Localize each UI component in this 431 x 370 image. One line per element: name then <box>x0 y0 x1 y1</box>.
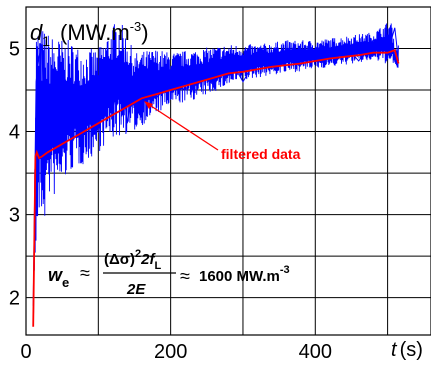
x-tick-label: 200 <box>154 341 187 363</box>
raw-data-noise <box>32 23 399 323</box>
x-axis-label: t (s) <box>391 339 423 361</box>
y-tick-label: 3 <box>9 205 20 227</box>
formula-rhs: 1600 MW.m-3 <box>199 264 290 285</box>
y-tick-label: 5 <box>9 39 20 61</box>
formula-numerator: (Δσ)22fL <box>104 248 162 272</box>
y-tick-label: 4 <box>9 122 20 144</box>
formula-approx-1: ≈ <box>80 263 90 283</box>
x-tick-label: 400 <box>299 341 332 363</box>
series-raw-data <box>32 27 399 306</box>
x-tick-label: 0 <box>20 341 31 363</box>
formula-lhs: we <box>48 265 69 290</box>
ticks: 0 200 400 2 3 4 5 <box>9 39 332 363</box>
series-layer <box>32 23 400 327</box>
plot-frame <box>25 6 431 336</box>
filtered-data-annotation: filtered data <box>144 101 301 162</box>
formula: we ≈ (Δσ)22fL 2E ≈ 1600 MW.m-3 <box>48 248 290 298</box>
y-axis-label: d1 (MW.m-3) <box>30 19 149 49</box>
y-tick-label: 2 <box>9 288 20 310</box>
series-filtered-data <box>32 49 400 327</box>
formula-approx-2: ≈ <box>180 266 190 286</box>
formula-denominator: 2E <box>126 281 146 298</box>
annotation-arrowhead <box>144 101 153 109</box>
annotation-label: filtered data <box>221 146 301 162</box>
annotation-arrow-line <box>147 103 219 151</box>
